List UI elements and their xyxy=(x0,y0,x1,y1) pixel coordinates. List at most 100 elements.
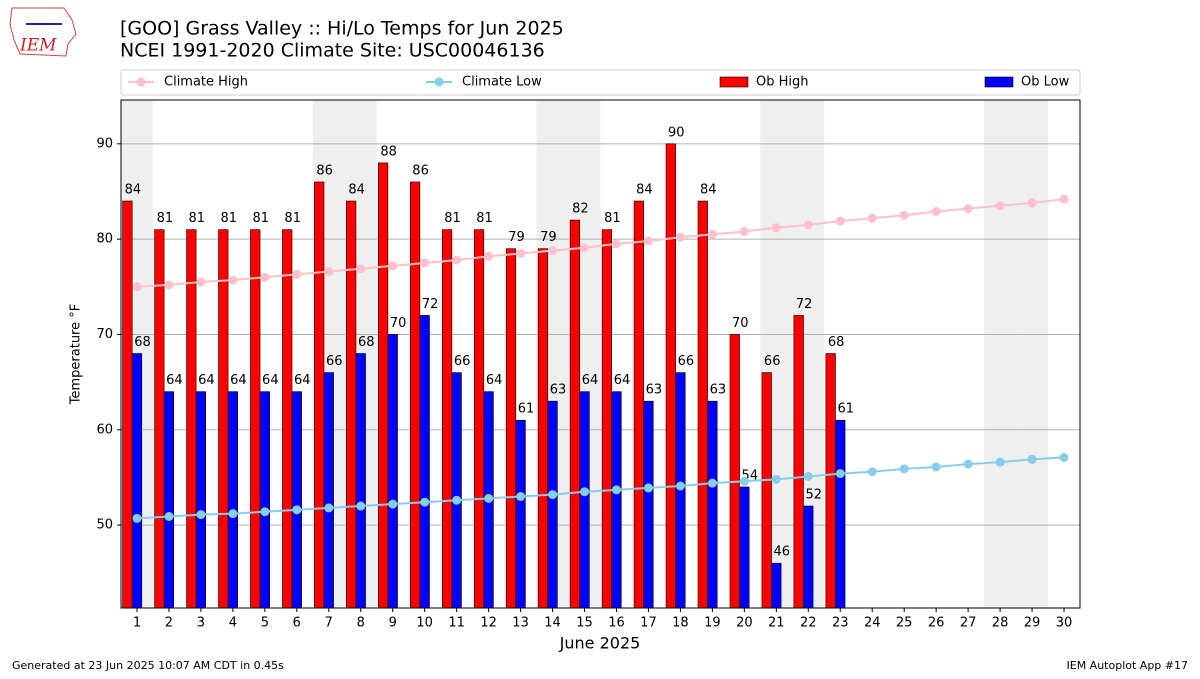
bar xyxy=(122,200,133,609)
data-label: 61 xyxy=(837,402,854,417)
point xyxy=(324,503,334,513)
data-label: 64 xyxy=(294,373,311,388)
data-label: 64 xyxy=(230,373,247,388)
bar xyxy=(643,400,654,609)
x-tick-label: 21 xyxy=(768,616,785,631)
point xyxy=(388,499,398,509)
data-label: 81 xyxy=(284,211,301,226)
bar xyxy=(633,200,644,609)
data-label: 81 xyxy=(252,211,269,226)
line xyxy=(136,198,1065,288)
x-tick-label: 3 xyxy=(197,616,205,631)
x-tick-label: 7 xyxy=(325,616,333,631)
data-label: 84 xyxy=(348,183,365,198)
data-label: 64 xyxy=(166,373,183,388)
data-label: 70 xyxy=(390,316,407,331)
legend-label: Climate High xyxy=(164,75,248,90)
legend-label: Ob High xyxy=(756,75,809,90)
x-tick-label: 10 xyxy=(416,616,433,631)
bar xyxy=(227,391,238,609)
point xyxy=(739,227,749,237)
point xyxy=(420,258,430,268)
point xyxy=(771,223,781,233)
bar xyxy=(419,315,430,609)
bar xyxy=(601,229,612,609)
bar xyxy=(195,391,207,609)
point xyxy=(548,246,558,256)
bar xyxy=(665,143,676,609)
x-tick-label: 16 xyxy=(608,616,625,631)
footer-right: IEM Autoplot App #17 xyxy=(1067,659,1189,672)
point xyxy=(228,275,238,285)
x-tick-label: 29 xyxy=(1024,616,1041,631)
x-tick-label: 26 xyxy=(928,616,945,631)
data-label: 63 xyxy=(710,383,727,398)
point xyxy=(1059,194,1069,204)
bar xyxy=(355,353,366,609)
point xyxy=(963,459,973,469)
point xyxy=(356,264,366,274)
point xyxy=(611,239,621,249)
point xyxy=(867,213,877,223)
bar xyxy=(707,400,718,609)
x-tick-label: 6 xyxy=(293,616,301,631)
data-label: 68 xyxy=(828,335,845,350)
legend-box xyxy=(120,69,1081,96)
data-label: 46 xyxy=(774,545,791,560)
bar xyxy=(259,391,270,609)
data-label: 61 xyxy=(518,402,535,417)
point xyxy=(675,481,685,491)
logo-text: IEM xyxy=(19,36,57,56)
point xyxy=(484,493,494,503)
x-tick-label: 8 xyxy=(357,616,365,631)
point xyxy=(452,255,462,265)
point xyxy=(260,507,270,517)
x-tick-label: 9 xyxy=(389,616,397,631)
x-tick-label: 22 xyxy=(800,616,817,631)
x-tick-label: 17 xyxy=(640,616,657,631)
point xyxy=(292,269,302,279)
bar xyxy=(611,391,622,609)
data-label: 66 xyxy=(678,354,695,369)
bar xyxy=(697,200,708,609)
bar xyxy=(825,353,836,609)
data-label: 72 xyxy=(422,297,439,312)
bar xyxy=(409,181,421,609)
footer-left: Generated at 23 Jun 2025 10:07 AM CDT in… xyxy=(12,659,284,672)
legend-label: Ob Low xyxy=(1021,75,1070,90)
bar xyxy=(451,372,462,609)
point xyxy=(452,495,462,505)
legend-swatch xyxy=(719,76,749,88)
data-label: 66 xyxy=(764,354,781,369)
point xyxy=(931,462,941,472)
data-label: 63 xyxy=(550,383,567,398)
data-label: 81 xyxy=(444,211,461,226)
data-label: 66 xyxy=(454,354,471,369)
bar xyxy=(835,419,846,609)
x-tick-label: 14 xyxy=(544,616,561,631)
data-label: 68 xyxy=(134,335,151,350)
point xyxy=(484,251,494,261)
chart-title: [GOO] Grass Valley :: Hi/Lo Temps for Ju… xyxy=(120,18,564,40)
data-label: 86 xyxy=(316,163,333,178)
weekend-shade xyxy=(984,100,1017,608)
data-label: 79 xyxy=(508,230,525,245)
data-label: 52 xyxy=(805,488,822,503)
point xyxy=(771,474,781,484)
bar xyxy=(547,400,558,609)
data-label: 64 xyxy=(262,373,279,388)
bar xyxy=(323,372,334,609)
point xyxy=(132,513,142,523)
point xyxy=(707,229,717,239)
chart-subtitle: NCEI 1991-2020 Climate Site: USC00046136 xyxy=(120,40,545,62)
y-tick-label: 90 xyxy=(96,136,113,151)
x-tick-label: 12 xyxy=(480,616,497,631)
x-tick-label: 18 xyxy=(672,616,689,631)
bar xyxy=(163,391,175,609)
data-label: 84 xyxy=(636,183,653,198)
bar xyxy=(131,353,143,609)
bar xyxy=(793,315,804,609)
x-tick-label: 1 xyxy=(133,616,141,631)
data-label: 79 xyxy=(540,230,557,245)
x-tick-label: 4 xyxy=(229,616,237,631)
